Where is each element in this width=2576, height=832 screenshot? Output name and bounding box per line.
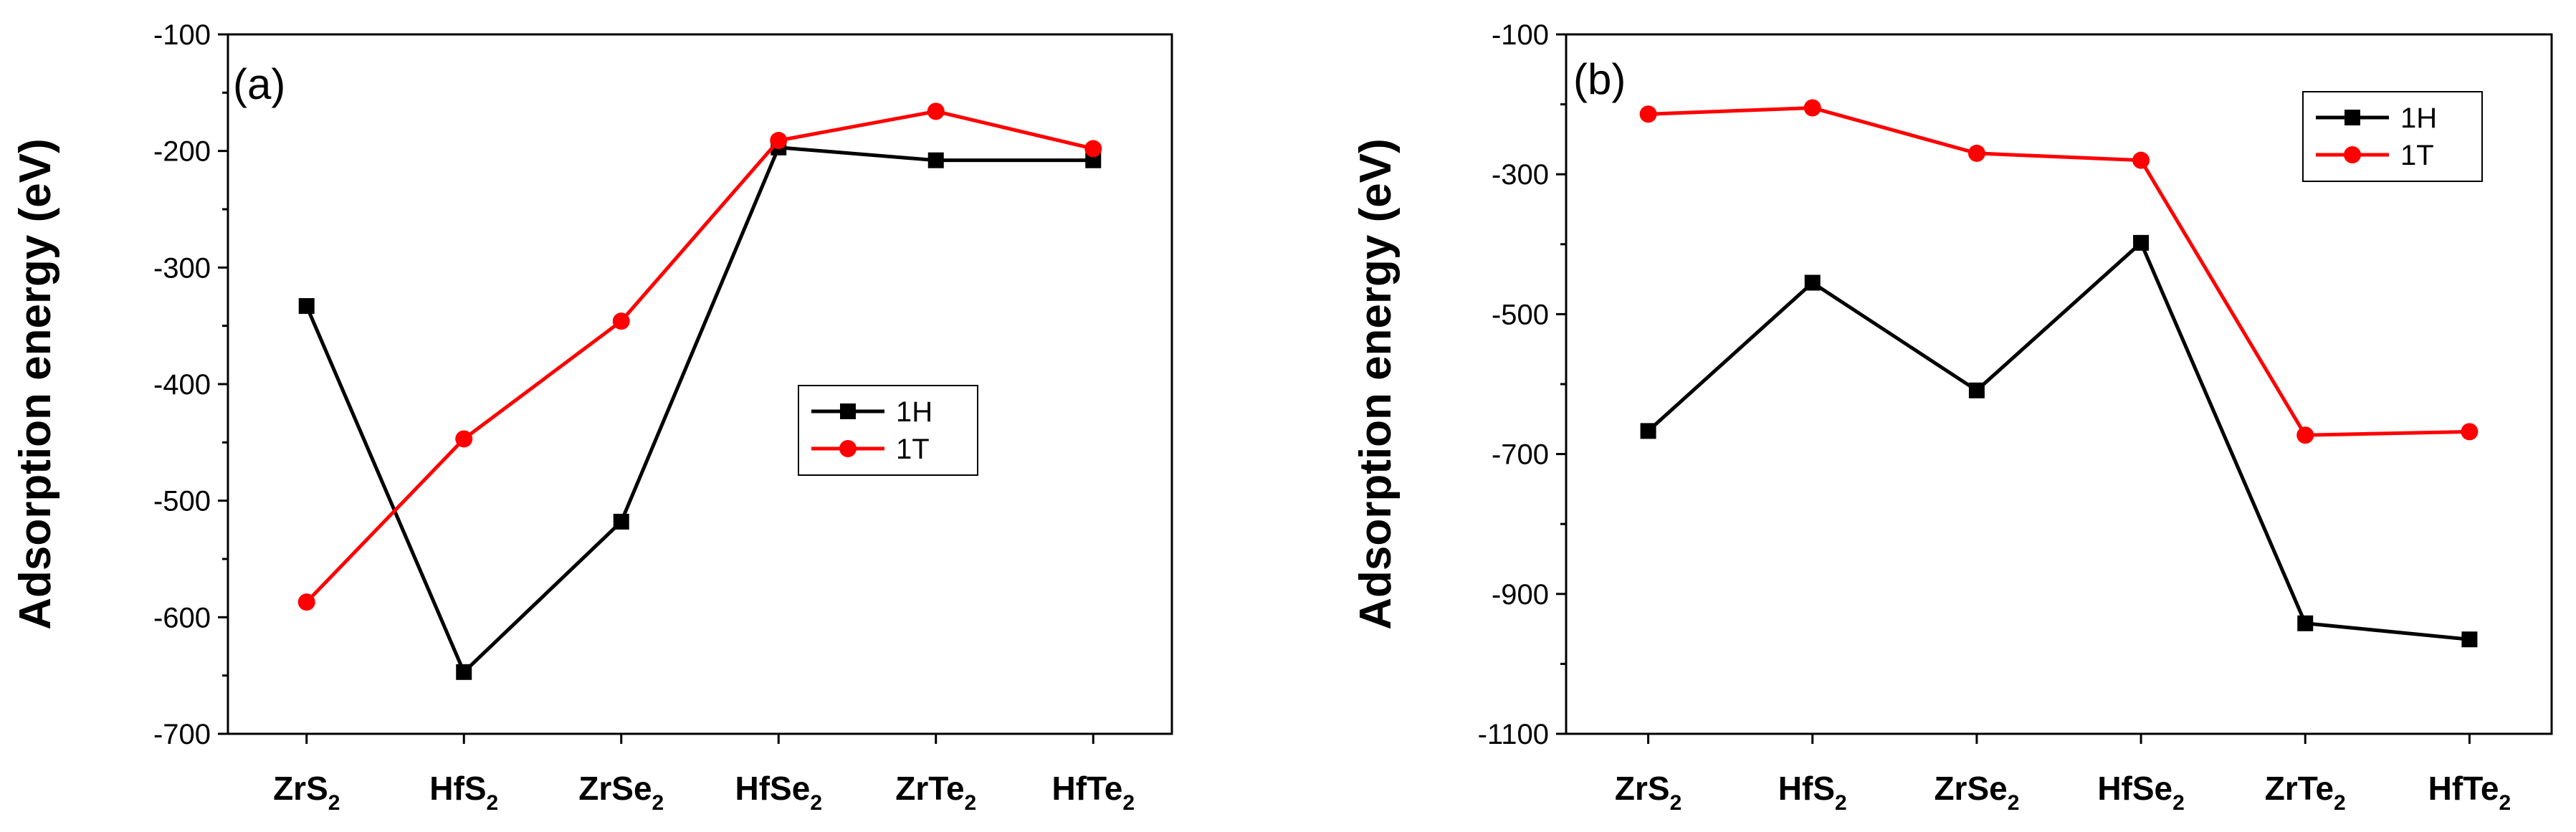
x-tick-label: ZrS2 [273,770,340,815]
x-tick-label: ZrTe2 [895,770,976,815]
y-tick-label: -400 [153,369,211,401]
series-1h-line [1646,239,2470,641]
series-1h-point [456,664,472,680]
legend-box [798,385,978,476]
series-1h-point [298,298,315,315]
x-tick-label: ZrSe2 [1934,770,2019,815]
series-1h-point [1640,423,1656,439]
series-1h-point [1804,274,1821,291]
legend-1t-label: 1T [2400,140,2434,171]
series-1t-line [1648,105,2470,437]
y-tick-label: -700 [153,719,211,750]
series-1t-line [305,109,1094,603]
series-1t-point [612,312,630,330]
x-tick-label: ZrTe2 [2265,770,2346,815]
series-1t-point [297,593,315,611]
legend-1t-label: 1T [896,434,930,465]
legend-box [2302,91,2483,182]
chart-panel-a: -100 -200 -300 -400 -500 -600 -700 ZrS2 HfS2 ZrSe… [11,19,1173,815]
y-axis-title: Adsorption energy (eV) [11,138,60,630]
legend-1h-marker [840,403,856,419]
series-1h-point [1085,152,1102,168]
y-tick-label: -900 [1492,579,1549,611]
x-tick-label: ZrS2 [1615,770,1681,815]
series-1t-point [2296,426,2314,444]
series-1t-point [1639,105,1657,123]
series-1t-point [770,132,788,150]
series-1t-point [927,102,945,120]
y-tick-label: -200 [153,136,211,168]
y-tick-label: -700 [1492,439,1549,471]
y-tick-label: -500 [1492,299,1549,330]
x-tick-label: HfSe2 [735,770,823,815]
x-tick-label: HfS2 [1778,770,1847,815]
x-tick-label: ZrSe2 [578,770,664,815]
x-tick-label: HfTe2 [2428,770,2511,815]
chart-panel-b: -100 -300 -500 -700 -900 -1100 ZrS2 HfS2 ZrSe2 Hf… [1351,19,2553,815]
series-1h-point [927,152,944,168]
series-1t-point [2132,151,2150,169]
x-tick-label: HfS2 [429,770,498,815]
legend-1t-marker [839,440,857,457]
panel-label: (a) [233,60,285,108]
y-tick-label: -300 [1492,159,1549,191]
series-1t-point [1084,140,1102,158]
series-1h-line [305,145,1094,676]
legend-1h-label: 1H [896,396,932,428]
y-axis-title: Adsorption energy (eV) [1351,138,1401,630]
series-1t-point [2461,423,2479,441]
x-tick-label: HfSe2 [2097,770,2185,815]
series-1h-point [613,513,629,530]
series-1h-point [2461,631,2478,648]
y-tick-label: -100 [1492,19,1549,51]
series-1h-point [2297,615,2314,631]
legend-1h-marker [2344,110,2360,125]
series-1h-point [2133,234,2150,251]
series-1t-point [1803,99,1821,117]
legend-1h-label: 1H [2400,102,2437,134]
y-tick-label: -100 [153,19,211,51]
x-tick-label: HfTe2 [1052,770,1135,815]
series-1h-point [1968,382,1985,398]
legend-1t-marker [2344,146,2361,163]
series-1t-point [1967,144,1985,162]
plot-frame [226,33,1173,735]
y-tick-label: -600 [153,602,211,633]
series-1t-point [455,430,473,448]
y-tick-label: -1100 [1478,719,1549,750]
y-tick-label: -500 [153,486,211,517]
y-tick-label: -300 [153,252,211,284]
panel-label: (b) [1573,55,1626,103]
